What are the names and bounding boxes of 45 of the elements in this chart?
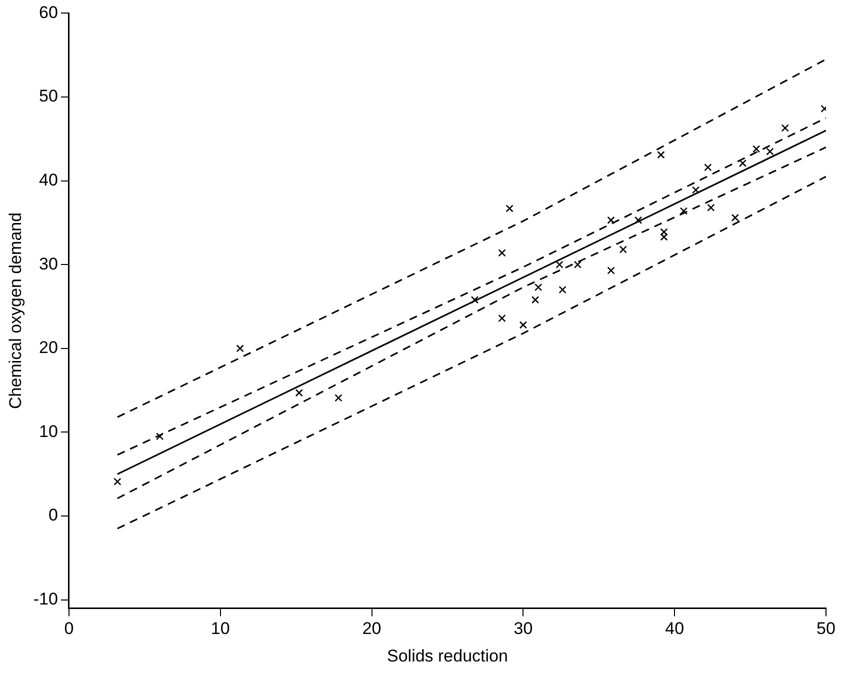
- x-tick-label: 0: [64, 619, 74, 638]
- x-tick-label: 50: [816, 619, 836, 638]
- y-tick-label: 50: [39, 86, 58, 106]
- point: [470, 296, 479, 304]
- point: [781, 124, 789, 132]
- point: [556, 260, 564, 268]
- point: [574, 260, 582, 268]
- y-tick-label: 40: [39, 170, 58, 190]
- point: [680, 207, 688, 215]
- point: [295, 388, 303, 397]
- point: [704, 164, 712, 172]
- point: [692, 186, 700, 194]
- x-tick-label: 20: [362, 619, 382, 638]
- point: [607, 216, 615, 224]
- point: [657, 150, 665, 159]
- point: [506, 204, 514, 212]
- point: [531, 296, 540, 304]
- x-tick-label: 30: [514, 619, 533, 638]
- x-tick-label: 10: [210, 619, 230, 638]
- y-tick-label: -10: [33, 590, 58, 609]
- point: [236, 344, 244, 352]
- point: [498, 314, 506, 322]
- y-tick-label: 60: [39, 2, 58, 22]
- point: [752, 145, 760, 153]
- point: [607, 266, 615, 274]
- y-tick-label: 0: [48, 506, 58, 525]
- y-tick-label: 30: [39, 254, 58, 274]
- point: [731, 214, 739, 222]
- y-axis-title: Chemical oxygen demand: [6, 212, 25, 409]
- y-tick-label: 20: [39, 338, 58, 358]
- point: [334, 394, 342, 402]
- point: [534, 283, 542, 292]
- point: [519, 321, 528, 329]
- x-axis-title: Solids reduction: [387, 646, 508, 666]
- point: [707, 204, 715, 212]
- point: [498, 249, 506, 257]
- point: [114, 478, 122, 486]
- y-tick-label: 10: [39, 422, 58, 441]
- x-tick-label: 40: [665, 619, 684, 638]
- point: [634, 216, 642, 224]
- point: [156, 432, 164, 440]
- point: [738, 159, 747, 168]
- point: [766, 148, 774, 156]
- point: [619, 246, 627, 254]
- point: [558, 286, 566, 294]
